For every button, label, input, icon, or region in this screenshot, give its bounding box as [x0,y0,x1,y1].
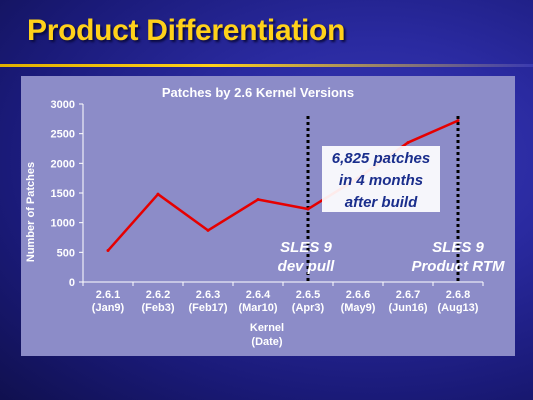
x-tick-date-label: (May9) [341,302,376,314]
milestone-label: Product RTM [411,258,505,275]
x-tick-label: 2.6.8 [446,289,470,301]
callout-line-3: after build [345,194,418,211]
milestone-markers: SLES 9 dev pull SLES 9 Product RTM [278,116,505,282]
y-tick-label: 1000 [51,218,75,230]
x-axis-title: Kernel (Date) [250,322,284,348]
milestone-label: SLES 9 [280,239,332,256]
callout-line-1: 6,825 patches [332,150,430,167]
callout: 6,825 patches in 4 months after build [322,146,440,212]
data-point [106,249,110,253]
y-axis-label: Number of Patches [25,162,37,262]
x-ticks: 2.6.1(Jan9)2.6.2(Feb3)2.6.3(Feb17)2.6.4(… [82,282,484,314]
data-point [156,192,160,196]
data-point [306,207,310,211]
callout-line-2: in 4 months [339,172,423,189]
x-tick-label: 2.6.1 [96,289,120,301]
x-tick-label: 2.6.5 [296,289,320,301]
chart-title: Patches by 2.6 Kernel Versions [162,85,354,100]
data-point [456,119,460,123]
x-tick-date-label: (Feb3) [142,302,175,314]
x-axis-label-line-2: (Date) [251,336,283,348]
data-point [406,141,410,145]
x-tick-label: 2.6.4 [246,289,271,301]
x-tick-date-label: (Aug13) [438,302,479,314]
callout-box [322,146,440,212]
plot-panel [21,76,515,356]
milestone-label: SLES 9 [432,239,484,256]
x-axis-label-line-1: Kernel [250,322,284,334]
title-underline [0,64,533,67]
x-tick-label: 2.6.3 [196,289,220,301]
y-tick-label: 2500 [51,129,75,141]
data-point [206,228,210,232]
y-axis-label-group: Number of Patches [25,162,37,262]
y-tick-label: 0 [69,277,75,289]
y-tick-label: 2000 [51,158,75,170]
x-tick-date-label: (Mar10) [238,302,277,314]
y-tick-label: 1500 [51,188,75,200]
data-point [256,198,260,202]
slide-title: Product Differentiation [27,14,346,47]
y-tick-label: 3000 [51,99,75,111]
x-tick-label: 2.6.7 [396,289,420,301]
x-tick-date-label: (Jun16) [388,302,427,314]
x-tick-label: 2.6.6 [346,289,370,301]
y-tick-label: 500 [57,247,75,259]
y-ticks: 0 500 1000 1500 2000 2500 3000 [51,99,83,289]
milestone-label: dev pull [278,258,336,275]
x-tick-label: 2.6.2 [146,289,170,301]
x-tick-date-label: (Feb17) [188,302,227,314]
x-tick-date-label: (Jan9) [92,302,125,314]
x-tick-date-label: (Apr3) [292,302,325,314]
